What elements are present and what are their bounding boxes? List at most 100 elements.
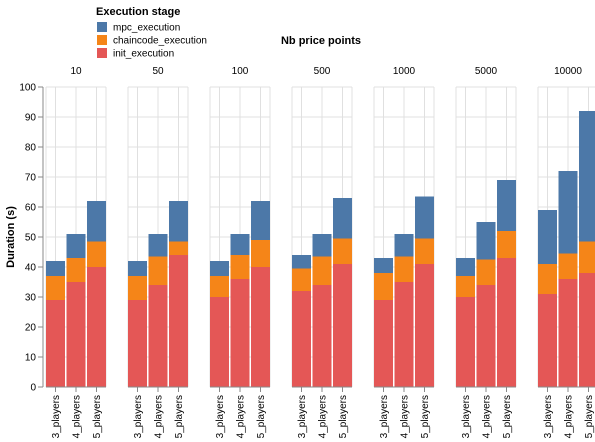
y-tick-label: 100 — [19, 83, 36, 94]
facet-panel-500: 500 3_players 4_players 5_players — [291, 66, 353, 438]
x-tick-label: 5_players — [256, 395, 267, 438]
facet-title: Nb price points — [281, 35, 361, 47]
bar-segment-init_execution — [415, 264, 434, 387]
y-tick-label: 90 — [25, 113, 37, 124]
bar-segment-chaincode_execution — [374, 273, 393, 300]
bar-segment-chaincode_execution — [333, 238, 352, 264]
y-tick-label: 60 — [25, 203, 37, 214]
bar-segment-init_execution — [148, 285, 168, 387]
bar-segment-chaincode_execution — [497, 231, 516, 258]
x-tick-label: 3_players — [543, 395, 554, 438]
bar-segment-init_execution — [538, 294, 557, 387]
bar-segment-chaincode_execution — [456, 276, 475, 297]
bar-segment-chaincode_execution — [169, 241, 188, 255]
bar-segment-mpc_execution — [87, 201, 106, 242]
facet-panel-1000: 1000 3_players 4_players 5_players — [373, 66, 435, 438]
facet-label: 50 — [152, 66, 164, 77]
facet-label: 1000 — [393, 66, 416, 77]
bar-segment-mpc_execution — [292, 255, 311, 269]
x-tick-label: 5_players — [584, 395, 595, 438]
bar-segment-chaincode_execution — [128, 276, 147, 300]
facet-label: 100 — [232, 66, 249, 77]
bar-segment-init_execution — [394, 282, 414, 387]
bar-segment-chaincode_execution — [538, 264, 557, 294]
bar-segment-mpc_execution — [394, 234, 414, 257]
bar-segment-mpc_execution — [312, 234, 332, 257]
bar-segment-mpc_execution — [476, 222, 496, 260]
bar-segment-init_execution — [46, 300, 65, 387]
legend: Execution stage mpc_execution chaincode_ex… — [96, 6, 207, 60]
legend-swatch — [97, 22, 107, 32]
facet-panel-50: 50 3_players 4_players 5_players — [127, 66, 189, 438]
bar-segment-init_execution — [87, 267, 106, 387]
y-tick-label: 0 — [30, 383, 36, 394]
bar-segment-chaincode_execution — [415, 238, 434, 264]
bar-segment-chaincode_execution — [210, 276, 229, 297]
facet-label: 500 — [314, 66, 331, 77]
legend-entry: mpc_execution — [113, 23, 180, 34]
bar-segment-init_execution — [312, 285, 332, 387]
bar-segment-mpc_execution — [374, 258, 393, 273]
bar-segment-chaincode_execution — [394, 256, 414, 282]
bar-segment-mpc_execution — [251, 201, 270, 240]
bar-segment-init_execution — [251, 267, 270, 387]
facet-panel-5000: 5000 3_players 4_players 5_players — [455, 66, 517, 438]
bar-segment-mpc_execution — [169, 201, 188, 242]
bar-segment-mpc_execution — [148, 234, 168, 257]
facet-label: 10000 — [554, 66, 582, 77]
x-tick-label: 5_players — [420, 395, 431, 438]
bar-segment-chaincode_execution — [292, 268, 311, 291]
x-tick-label: 3_players — [133, 395, 144, 438]
bar-segment-init_execution — [333, 264, 352, 387]
bar-segment-init_execution — [374, 300, 393, 387]
facet-label: 5000 — [475, 66, 498, 77]
bar-segment-mpc_execution — [579, 111, 595, 242]
x-tick-label: 5_players — [502, 395, 513, 438]
legend-entry: init_execution — [113, 49, 174, 60]
legend-swatch — [97, 35, 107, 45]
bar-segment-init_execution — [579, 273, 595, 387]
bar-segment-chaincode_execution — [312, 256, 332, 285]
bar-segment-mpc_execution — [497, 180, 516, 231]
x-tick-label: 3_players — [215, 395, 226, 438]
bar-segment-mpc_execution — [66, 234, 86, 258]
bar-segment-mpc_execution — [128, 261, 147, 276]
legend-swatch — [97, 48, 107, 58]
bar-segment-chaincode_execution — [46, 276, 65, 300]
y-axis: 0 10 20 30 40 50 60 70 80 90 100 — [19, 83, 44, 394]
x-tick-label: 4_players — [72, 395, 83, 438]
bar-segment-mpc_execution — [46, 261, 65, 276]
facet-panels: 10 3_players 4_players 5_players 50 3_players… — [45, 66, 595, 438]
bar-segment-chaincode_execution — [66, 258, 86, 282]
x-tick-label: 4_players — [400, 395, 411, 438]
facet-panel-10000: 10000 3_players 4_players 5_players — [537, 66, 595, 438]
bar-segment-init_execution — [292, 291, 311, 387]
y-tick-label: 80 — [25, 143, 37, 154]
y-tick-label: 10 — [25, 353, 37, 364]
bar-segment-mpc_execution — [538, 210, 557, 264]
x-tick-label: 4_players — [236, 395, 247, 438]
bar-segment-init_execution — [558, 279, 578, 387]
facet-panel-10: 10 3_players 4_players 5_players — [45, 66, 107, 438]
legend-entry: chaincode_execution — [113, 36, 207, 47]
bar-segment-chaincode_execution — [148, 256, 168, 285]
bar-segment-init_execution — [66, 282, 86, 387]
bar-segment-init_execution — [497, 258, 516, 387]
bar-segment-chaincode_execution — [476, 259, 496, 285]
x-tick-label: 5_players — [92, 395, 103, 438]
bar-segment-mpc_execution — [333, 198, 352, 239]
x-tick-label: 4_players — [318, 395, 329, 438]
bar-segment-chaincode_execution — [230, 255, 250, 279]
x-tick-label: 3_players — [461, 395, 472, 438]
x-tick-label: 5_players — [338, 395, 349, 438]
facet-label: 10 — [70, 66, 82, 77]
bar-segment-init_execution — [128, 300, 147, 387]
bar-segment-chaincode_execution — [558, 253, 578, 279]
x-tick-label: 3_players — [297, 395, 308, 438]
bar-segment-chaincode_execution — [251, 240, 270, 267]
x-tick-label: 4_players — [154, 395, 165, 438]
y-tick-label: 70 — [25, 173, 37, 184]
x-tick-label: 4_players — [564, 395, 575, 438]
bar-segment-init_execution — [476, 285, 496, 387]
